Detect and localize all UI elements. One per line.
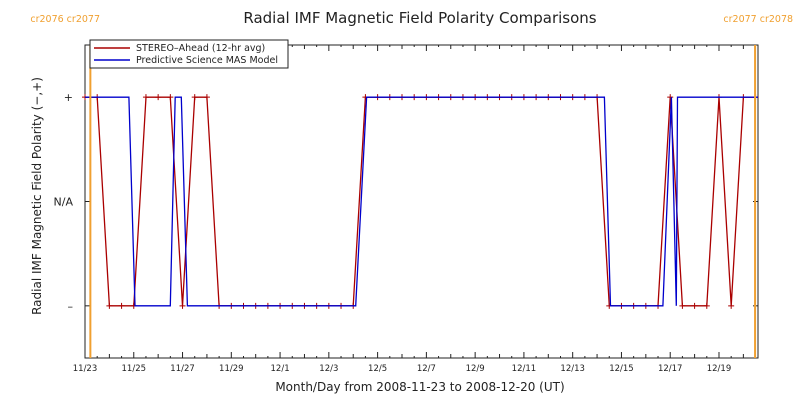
series-point	[679, 302, 686, 309]
x-tick-label-8: 12/9	[466, 364, 485, 374]
rotation-label-0: cr2076 cr2077	[30, 14, 100, 25]
series-point	[703, 302, 710, 309]
x-tick-label-5: 12/3	[319, 364, 338, 374]
y-tick-label-2: –	[68, 300, 74, 313]
rotation-label-1: cr2077 cr2078	[723, 14, 793, 25]
series-point	[118, 302, 125, 309]
series-line-0	[85, 96, 756, 307]
carrington-rotation-labels: cr2076 cr2077 cr2077 cr2078	[30, 14, 793, 25]
x-tick-label-4: 12/1	[271, 364, 290, 374]
y-tick-label-0: +	[64, 91, 73, 104]
x-tick-label-0: 11/23	[73, 364, 98, 374]
series-point	[191, 94, 198, 101]
x-tick-label-6: 12/5	[368, 364, 387, 374]
series-point	[203, 94, 210, 101]
x-tick-label-12: 12/17	[658, 364, 683, 374]
x-tick-label-11: 12/15	[609, 364, 634, 374]
legend-label-model: Predictive Science MAS Model	[136, 55, 278, 66]
series-point	[155, 94, 162, 101]
series-point	[691, 302, 698, 309]
legend: STEREO–Ahead (12-hr avg) Predictive Scie…	[89, 39, 289, 69]
series-point	[106, 302, 113, 309]
series-layer	[82, 94, 759, 309]
chart-title: Radial IMF Magnetic Field Polarity Compa…	[243, 9, 596, 27]
y-tick-label-1: N/A	[54, 196, 74, 209]
y-axis-label: Radial IMF Magnetic Field Polarity (−,+)	[30, 77, 44, 315]
x-tick-label-2: 11/27	[170, 364, 195, 374]
series-line-1	[85, 96, 758, 307]
series-point	[142, 94, 149, 101]
rotation-marker-layer	[89, 45, 757, 358]
x-tick-label-9: 12/11	[512, 364, 537, 374]
series-point	[167, 94, 174, 101]
series-point	[728, 302, 735, 309]
series-point	[179, 302, 186, 309]
x-tick-label-13: 12/19	[707, 364, 732, 374]
x-tick-label-10: 12/13	[560, 364, 585, 374]
x-tick-label-7: 12/7	[417, 364, 436, 374]
x-tick-label-1: 11/25	[122, 364, 147, 374]
legend-box	[89, 39, 289, 69]
plot-frame	[84, 44, 759, 359]
legend-label-stereo: STEREO–Ahead (12-hr avg)	[136, 43, 265, 54]
y-axis-ticks: + N/A –	[54, 91, 758, 313]
x-axis-ticks: 11/23 11/25 11/27 11/29 12/1 12/3 12/5 12/7 12/9…	[73, 45, 744, 374]
series-point	[667, 94, 674, 101]
x-tick-label-3: 11/29	[219, 364, 244, 374]
x-axis-label: Month/Day from 2008-11-23 to 2008-12-20 …	[275, 380, 564, 394]
